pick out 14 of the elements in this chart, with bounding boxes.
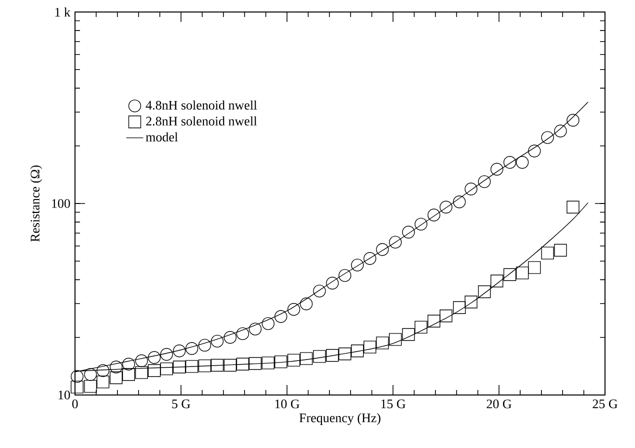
legend-label: model	[146, 132, 178, 142]
y-tick-label: 100	[52, 199, 70, 208]
x-tick-label: 5 G	[172, 400, 190, 408]
x-tick-label: 25 G	[592, 400, 618, 408]
legend-label: 4.8nH solenoid nwell	[146, 100, 257, 110]
x-tick-label: 10 G	[275, 400, 300, 408]
y-tick-label: 10	[58, 390, 70, 400]
x-axis-title: Frequency (Hz)	[299, 413, 380, 425]
x-tick-label: 20 G	[486, 400, 512, 408]
x-tick-label: 0	[72, 400, 78, 408]
y-axis-title: Resistance (Ω)	[30, 165, 42, 242]
legend-label: 2.8nH solenoid nwell	[146, 116, 257, 126]
x-tick-label: 15 G	[381, 400, 406, 408]
y-tick-label: 1 k	[55, 7, 70, 16]
